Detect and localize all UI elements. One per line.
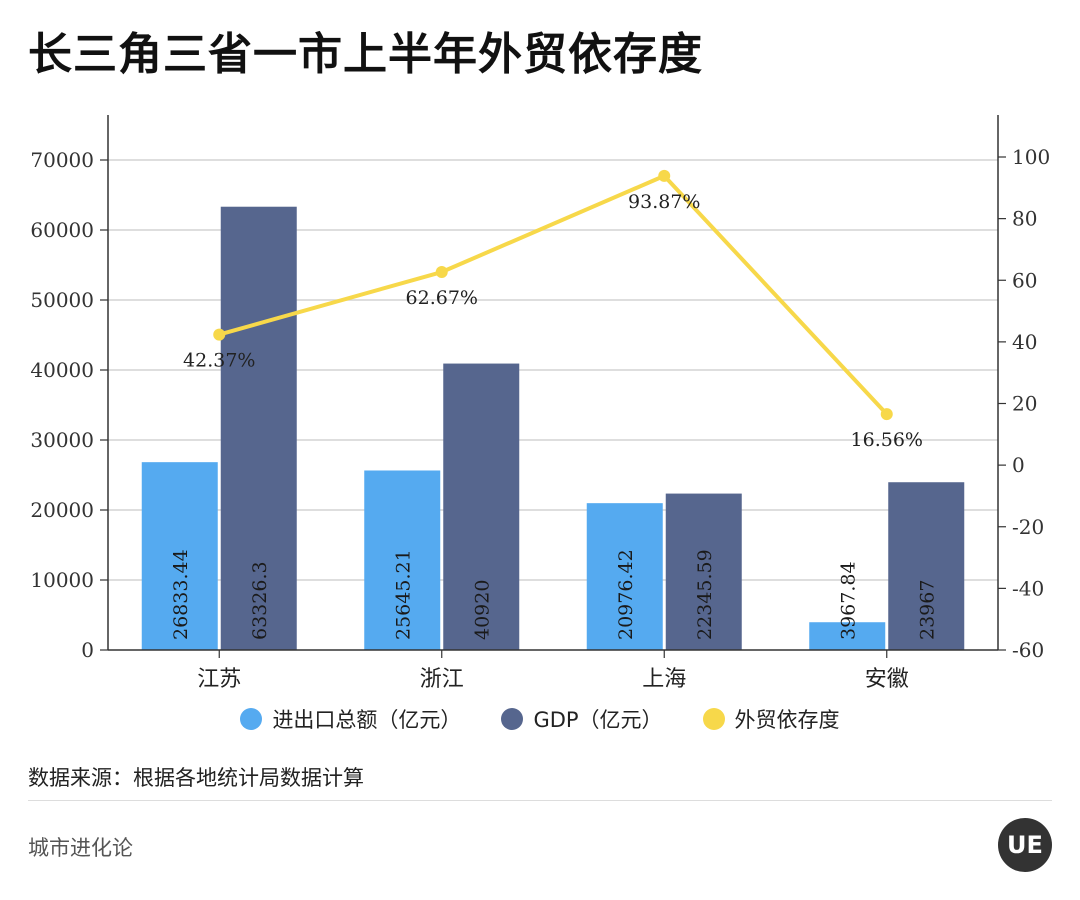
label-layer: 26833.44 63326.3 25645.21 40920 20976.42 2234… xyxy=(170,191,939,640)
brand-logo: UE xyxy=(998,818,1052,872)
left-tick-label-6: 60000 xyxy=(30,218,94,242)
legend-dot-ratio xyxy=(702,708,725,730)
legend-dot-gdp xyxy=(501,708,524,730)
ratio-point-3[interactable] xyxy=(880,408,893,421)
left-tick-label-2: 20000 xyxy=(30,498,94,522)
right-tick-label-6: 60 xyxy=(1012,268,1037,292)
right-tick-label-2: -20 xyxy=(1012,515,1044,539)
right-tick-label-3: 0 xyxy=(1012,453,1025,477)
legend-label-trade: 进出口总额（亿元） xyxy=(272,708,462,732)
axis-layer: 0 10000 20000 30000 40000 50000 60000 70000 -60 -… xyxy=(30,115,1050,692)
bar-trade-0[interactable] xyxy=(141,462,218,650)
bar-label-gdp-1: 40920 xyxy=(471,580,493,640)
legend-dot-trade xyxy=(240,708,263,730)
bar-gdp-3[interactable] xyxy=(888,482,965,650)
ratio-label-1: 62.67% xyxy=(406,287,478,309)
left-tick-label-5: 50000 xyxy=(30,288,94,312)
ratio-point-1[interactable] xyxy=(435,266,448,279)
legend-item-trade[interactable]: 进出口总额（亿元） xyxy=(240,704,461,734)
legend-item-gdp[interactable]: GDP（亿元） xyxy=(501,704,663,734)
left-tick-label-3: 30000 xyxy=(30,428,94,452)
left-tick-label-7: 70000 xyxy=(30,148,94,172)
right-tick-label-7: 80 xyxy=(1012,207,1037,231)
legend-label-gdp: GDP（亿元） xyxy=(533,708,663,732)
bar-label-trade-1: 25645.21 xyxy=(392,549,414,640)
bar-trade-1[interactable] xyxy=(364,470,441,650)
category-label-1: 浙江 xyxy=(420,667,464,692)
ratio-label-2: 93.87% xyxy=(628,191,700,213)
legend: 进出口总额（亿元） GDP（亿元） 外贸依存度 xyxy=(0,704,1080,734)
right-tick-label-4: 20 xyxy=(1012,392,1037,416)
ratio-point-2[interactable] xyxy=(658,169,671,182)
brand-name: 城市进化论 xyxy=(28,836,133,860)
bar-label-trade-2: 20976.42 xyxy=(615,549,637,640)
footer-divider xyxy=(28,800,1052,801)
brand-logo-text: UE xyxy=(1007,831,1043,859)
right-tick-label-1: -40 xyxy=(1012,576,1044,600)
category-label-2: 上海 xyxy=(642,667,686,692)
bar-gdp-1[interactable] xyxy=(443,363,520,650)
data-source-note: 数据来源：根据各地统计局数据计算 xyxy=(28,766,364,790)
chart-title: 长三角三省一市上半年外贸依存度 xyxy=(28,29,703,80)
bar-label-trade-0: 26833.44 xyxy=(170,549,192,640)
right-tick-label-0: -60 xyxy=(1012,638,1044,662)
ratio-label-0: 42.37% xyxy=(183,350,255,372)
bar-label-gdp-0: 63326.3 xyxy=(249,561,271,640)
right-tick-label-5: 40 xyxy=(1012,330,1037,354)
legend-label-ratio: 外贸依存度 xyxy=(734,708,840,732)
left-tick-label-0: 0 xyxy=(81,638,94,662)
ratio-line xyxy=(218,173,889,416)
bar-trade-3[interactable] xyxy=(809,622,886,650)
category-label-3: 安徽 xyxy=(865,667,909,692)
bar-label-gdp-3: 23967 xyxy=(916,580,938,640)
ratio-point-0[interactable] xyxy=(213,328,226,341)
left-tick-label-4: 40000 xyxy=(30,358,94,382)
ratio-label-3: 16.56% xyxy=(851,429,923,451)
bar-gdp-2[interactable] xyxy=(665,493,742,650)
bar-trade-2[interactable] xyxy=(586,503,663,650)
bar-label-gdp-2: 22345.59 xyxy=(694,549,716,640)
bar-layer xyxy=(141,206,965,651)
bar-label-trade-3: 3967.84 xyxy=(837,561,859,640)
bar-gdp-0[interactable] xyxy=(220,206,297,651)
left-tick-label-1: 10000 xyxy=(30,568,94,592)
category-label-0: 江苏 xyxy=(197,667,241,692)
right-tick-label-8: 100 xyxy=(1012,145,1050,169)
line-layer xyxy=(213,169,893,421)
legend-item-ratio[interactable]: 外贸依存度 xyxy=(702,704,840,734)
